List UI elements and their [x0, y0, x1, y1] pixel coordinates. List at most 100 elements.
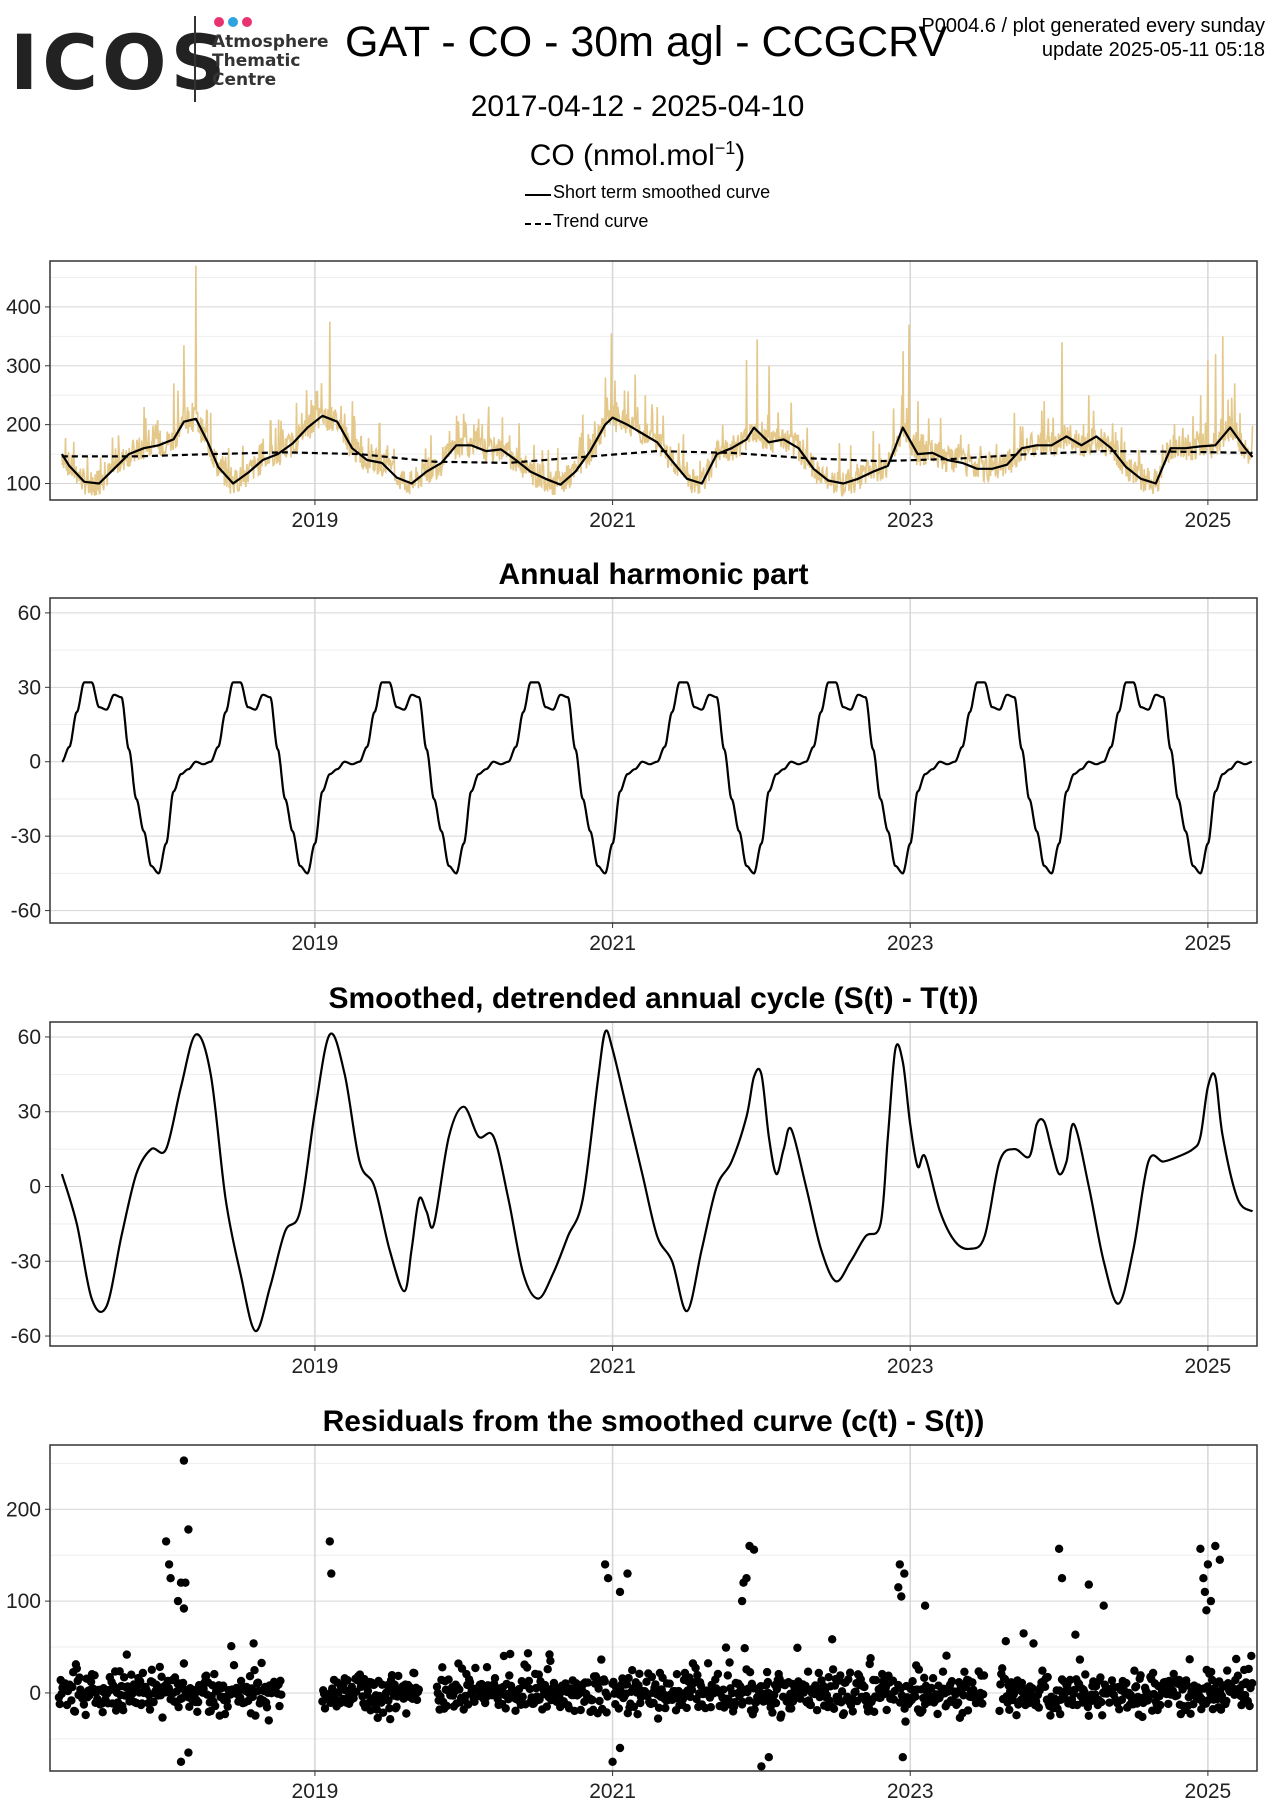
residual-point [119, 1706, 128, 1715]
residual-point [257, 1658, 266, 1668]
residual-point [1043, 1672, 1052, 1682]
residual-point [803, 1667, 813, 1676]
residual-point [444, 1675, 453, 1684]
residual-point [540, 1680, 550, 1690]
residual-point [253, 1678, 263, 1687]
residual-outlier-point [161, 1537, 171, 1546]
residual-point [193, 1707, 202, 1717]
residual-point [801, 1681, 810, 1691]
residual-point [157, 1672, 166, 1682]
raw-data-series [61, 265, 1254, 497]
residual-point [725, 1658, 734, 1667]
chart-title-detrended: Smoothed, detrended annual cycle (S(t) -… [328, 982, 978, 1015]
units-suffix: ) [735, 139, 746, 172]
residual-point [653, 1714, 663, 1723]
residual-point [179, 1659, 189, 1668]
residual-point [1223, 1666, 1232, 1675]
residual-point [1232, 1654, 1241, 1664]
residual-point [576, 1705, 585, 1715]
residual-point [703, 1659, 713, 1668]
residual-outlier-point [1203, 1560, 1213, 1569]
residual-point [920, 1673, 929, 1683]
residual-point [942, 1651, 951, 1660]
plot-area-harmonic [61, 681, 1253, 875]
residual-point [1216, 1705, 1226, 1714]
residual-point [251, 1711, 260, 1720]
residual-point [927, 1683, 936, 1693]
residual-point [740, 1644, 749, 1653]
residual-point [947, 1677, 957, 1686]
x-tick-label: 2025 [1185, 1780, 1232, 1800]
residual-outlier-point [166, 1574, 175, 1583]
residual-point [762, 1667, 772, 1677]
residual-point [1244, 1664, 1253, 1674]
residual-outlier-point [600, 1560, 610, 1569]
residual-point [1169, 1669, 1178, 1679]
y-tick-label: 400 [6, 296, 41, 319]
residual-point [178, 1678, 188, 1688]
residual-point [614, 1704, 623, 1713]
chart-residuals: Residuals from the smoothed curve (c(t) … [6, 1405, 1258, 1800]
residual-point [499, 1651, 509, 1661]
x-tick-label: 2023 [887, 932, 934, 955]
residual-point [111, 1706, 121, 1715]
residual-point [839, 1709, 849, 1718]
x-tick-label: 2023 [887, 1355, 934, 1378]
residual-outlier-point [757, 1762, 766, 1771]
y-tick-label: 0 [29, 1175, 41, 1198]
residual-point [706, 1703, 715, 1712]
residual-point [812, 1706, 822, 1715]
y-tick-label: 30 [18, 676, 41, 699]
residual-point [588, 1695, 597, 1705]
residual-point [414, 1685, 423, 1694]
residual-point [862, 1691, 871, 1701]
residual-point [824, 1673, 833, 1682]
residual-point [772, 1685, 782, 1694]
residual-point [194, 1697, 203, 1707]
residual-point [384, 1696, 393, 1705]
residual-point [518, 1692, 527, 1702]
residual-point [1034, 1703, 1044, 1712]
residual-point [145, 1705, 155, 1714]
residual-point [505, 1671, 514, 1680]
residual-point [1000, 1674, 1010, 1684]
residual-point [373, 1713, 382, 1723]
residual-point [594, 1684, 603, 1693]
residual-outlier-point [173, 1596, 183, 1606]
plot-info-line1: P0004.6 / plot generated every sunday [921, 15, 1265, 37]
residual-point [249, 1639, 258, 1648]
residual-outlier-point [1199, 1574, 1208, 1583]
residual-point [583, 1678, 593, 1687]
residual-point [525, 1684, 534, 1694]
residual-point [793, 1643, 802, 1653]
chart-raw: 100 200 300 400 2019 2021 2023 2025 [6, 260, 1258, 532]
residual-point [651, 1680, 660, 1689]
residual-point [721, 1643, 731, 1652]
panel-border [49, 1021, 1258, 1347]
x-tick-label: 2021 [589, 1780, 636, 1800]
residual-point [844, 1675, 853, 1684]
residual-point [387, 1671, 397, 1680]
residual-point [137, 1699, 147, 1708]
residual-point [1130, 1666, 1139, 1675]
residual-outlier-point [176, 1757, 186, 1767]
residual-outlier-point [623, 1569, 632, 1578]
legend-dashed-line-icon [525, 223, 551, 225]
residual-point [542, 1702, 551, 1711]
residual-point [98, 1708, 107, 1717]
residual-point [600, 1677, 609, 1686]
harmonic-curve [61, 681, 1253, 875]
residual-outlier-point [179, 1604, 189, 1613]
y-tick-label: 100 [6, 473, 41, 496]
residual-point [227, 1642, 236, 1651]
residual-point [738, 1697, 748, 1707]
residual-outlier-point [897, 1592, 906, 1601]
x-tick-label: 2021 [589, 509, 636, 532]
residual-point [1084, 1711, 1094, 1721]
residual-point [954, 1698, 963, 1707]
residual-point [829, 1704, 839, 1714]
residual-point [545, 1650, 554, 1659]
residual-point [464, 1700, 473, 1709]
residual-point [155, 1662, 164, 1672]
